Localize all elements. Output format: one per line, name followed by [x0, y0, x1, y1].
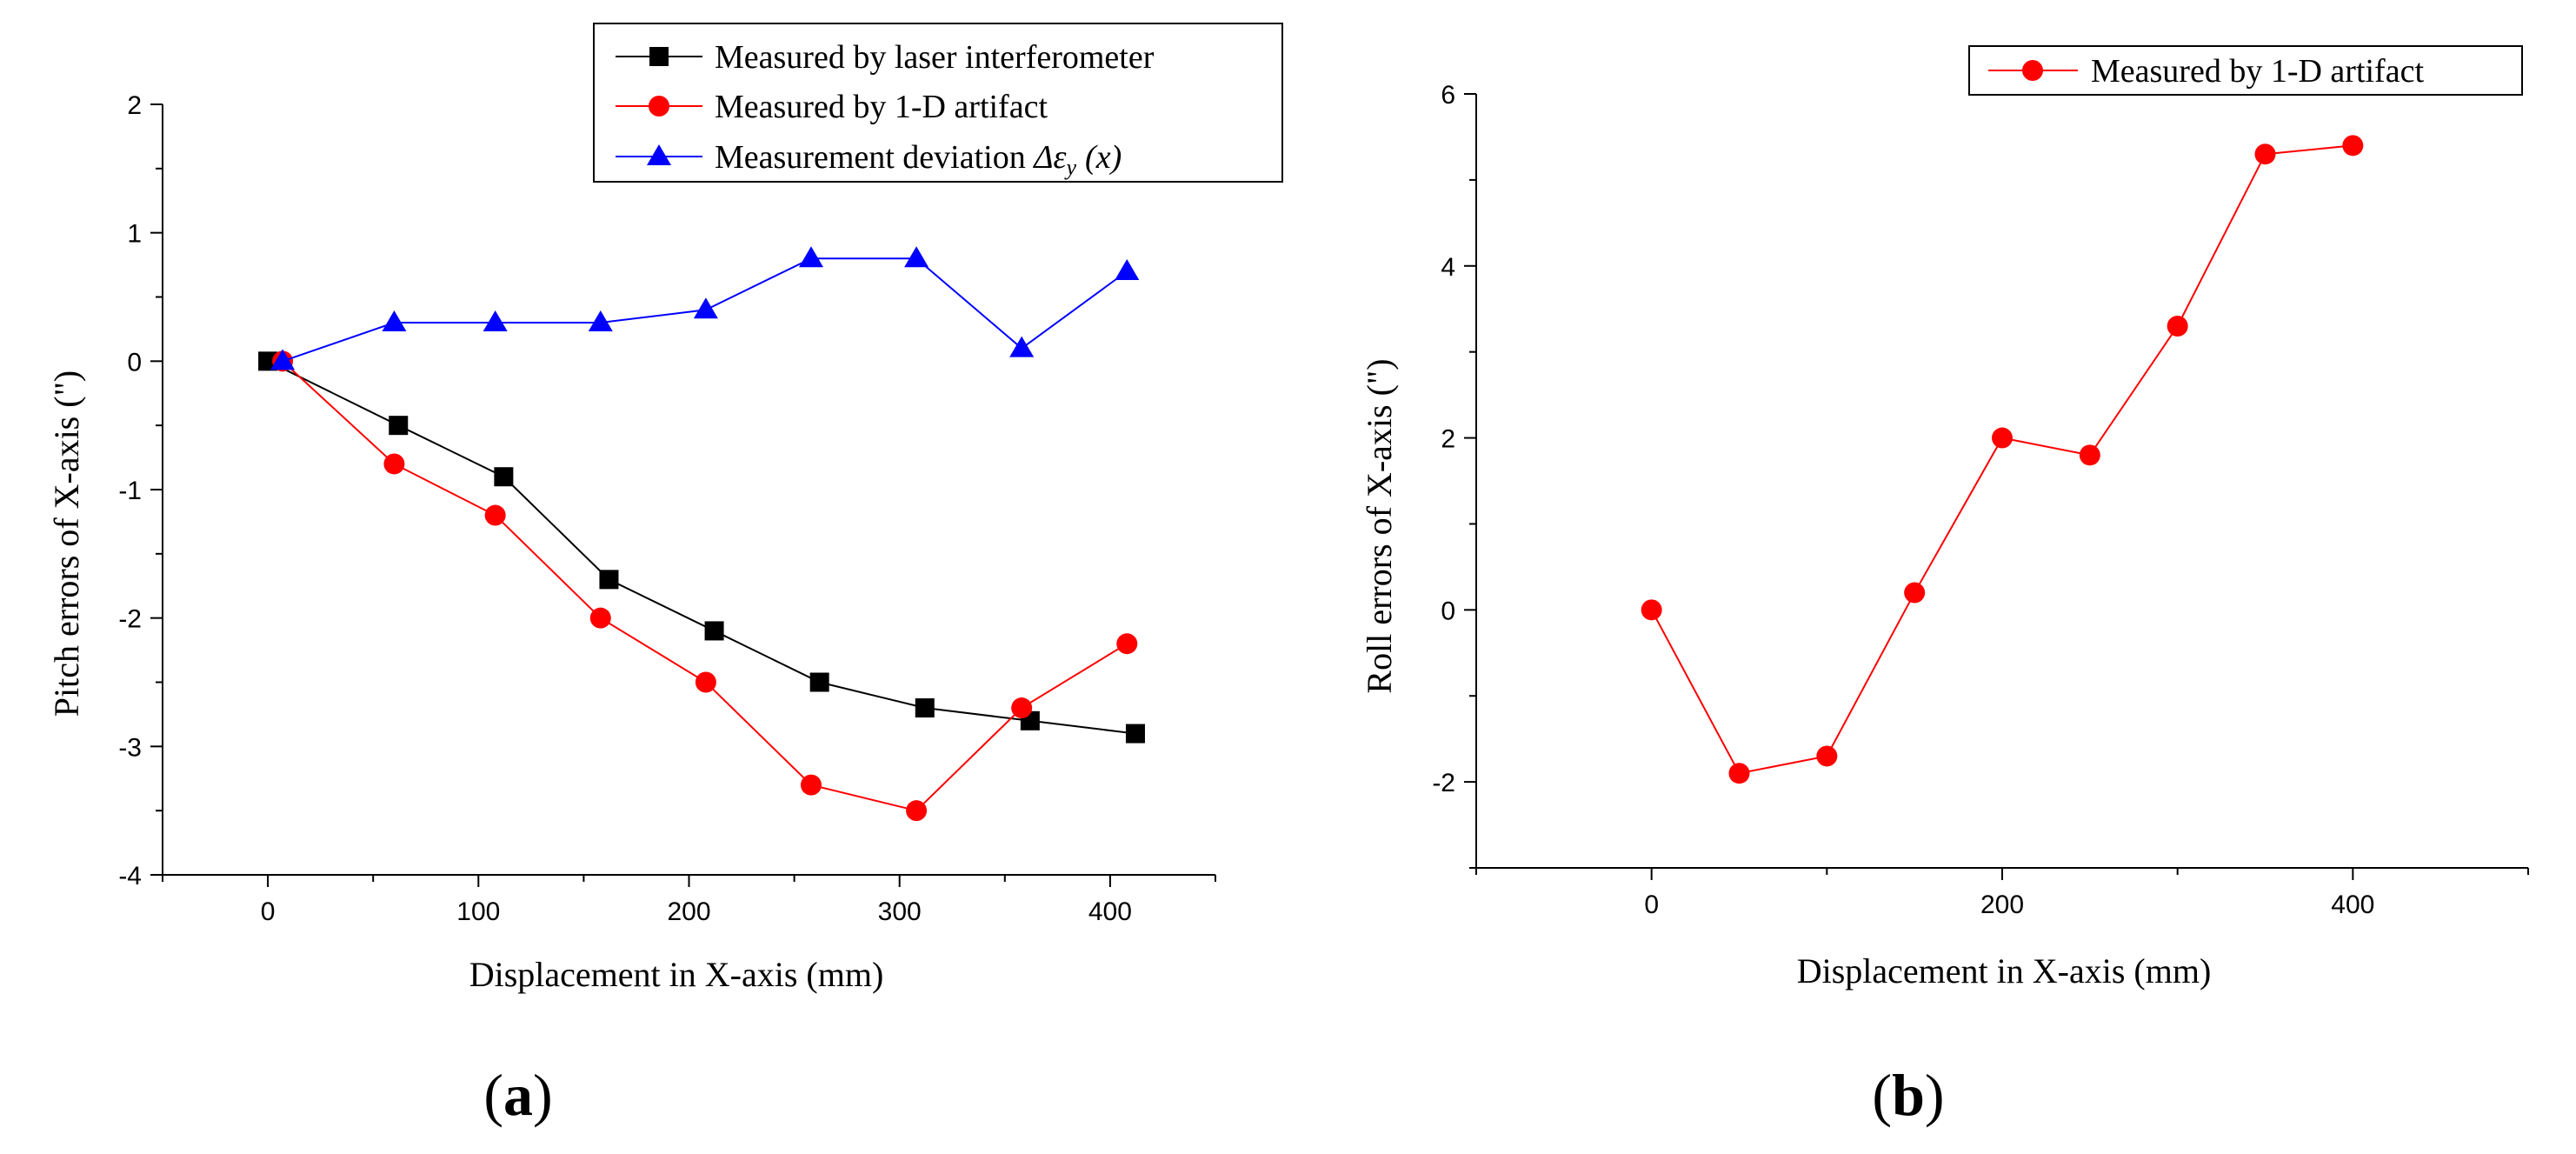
- panel-a-legend-box: [593, 23, 1283, 183]
- y-tick-label: 0: [127, 348, 142, 377]
- series-line-1: [282, 360, 1128, 812]
- data-point: [599, 570, 619, 590]
- x-tick-label: 400: [1088, 897, 1132, 926]
- y-tick-label: -2: [1432, 769, 1455, 797]
- data-point: [915, 698, 935, 718]
- panel-a-y-axis-label: Pitch errors of X-axis ("): [47, 370, 86, 717]
- data-point: [389, 416, 409, 436]
- panel-b-y-axis-label: Roll errors of X-axis ("): [1360, 358, 1399, 693]
- x-tick-label: 100: [456, 897, 500, 926]
- data-point: [483, 310, 508, 332]
- panel-b-legend: Measured by 1-D artifact: [1968, 45, 2523, 96]
- legend-item-laser: Measured by laser interferometer: [616, 39, 1155, 76]
- data-point: [906, 800, 928, 822]
- x-tick-label: 400: [2331, 891, 2374, 919]
- legend-marker-triangle: [647, 144, 671, 165]
- x-tick-label: 200: [1980, 891, 2024, 919]
- y-tick-label: 4: [1441, 253, 1455, 282]
- data-point: [270, 349, 296, 370]
- panel-b-chart: 0 200 400 -2 0 2 4 6 Displacement in X-axis (m…: [1360, 45, 2529, 1128]
- data-point: [1116, 633, 1138, 655]
- panel-a-label: (a): [483, 1062, 552, 1128]
- y-tick-label: 0: [1441, 597, 1455, 625]
- legend-marker-circle-b: [2022, 60, 2043, 81]
- y-tick-label: 2: [127, 91, 142, 120]
- data-point: [494, 467, 514, 487]
- x-tick-label: 300: [878, 897, 922, 926]
- data-point: [1125, 724, 1145, 744]
- y-tick-label: -2: [118, 605, 142, 634]
- panel-b-label: (b): [1872, 1062, 1944, 1128]
- data-point: [258, 351, 278, 371]
- data-point: [1115, 258, 1140, 280]
- legend-label-laser: Measured by laser interferometer: [715, 39, 1155, 76]
- data-point: [382, 310, 407, 332]
- data-point: [1728, 763, 1750, 784]
- y-tick-label: 6: [1441, 81, 1455, 110]
- data-point: [2254, 143, 2276, 165]
- panel-b-x-ticks: 0 200 400: [1475, 868, 2529, 919]
- y-tick-label: 2: [1441, 425, 1455, 454]
- data-point: [383, 453, 405, 475]
- data-point: [693, 297, 718, 319]
- data-point: [704, 621, 724, 641]
- y-tick-label: -4: [118, 862, 142, 891]
- panel-b-y-ticks: -2 0 2 4 6: [1432, 81, 1476, 869]
- data-point: [1641, 599, 1662, 621]
- legend-item-artifact: Measured by 1-D artifact: [616, 89, 1048, 125]
- data-point: [1816, 745, 1838, 767]
- data-point: [589, 607, 611, 629]
- series-line-0: [1650, 144, 2353, 775]
- panel-a-y-ticks: -4 -3 -2 -1 0 1 2: [118, 91, 163, 891]
- panel-a-x-ticks: 0 100 200 300 400: [162, 875, 1216, 926]
- data-point: [588, 310, 613, 332]
- y-tick-label: -1: [118, 477, 142, 505]
- data-point: [2342, 135, 2364, 157]
- panel-a-chart: 0 100 200 300 400 -4 -3 -2 -1 0 1 2 Displacement i…: [47, 23, 1283, 1128]
- legend-marker-circle: [649, 96, 669, 117]
- x-tick-label: 0: [1644, 891, 1659, 919]
- data-point: [695, 671, 716, 693]
- panel-a-series: [258, 246, 1145, 822]
- legend-label-artifact-b: Measured by 1-D artifact: [2091, 53, 2424, 90]
- panel-b-x-axis-label: Displacement in X-axis (mm): [1797, 951, 2212, 991]
- panel-b-series: [1641, 135, 2364, 784]
- data-point: [2167, 316, 2188, 337]
- data-point: [1904, 582, 1926, 604]
- data-point: [1009, 336, 1035, 357]
- y-tick-label: -3: [118, 733, 142, 762]
- data-point: [2079, 444, 2100, 466]
- data-point: [1992, 427, 2013, 449]
- data-point: [484, 504, 506, 526]
- x-tick-label: 200: [667, 897, 710, 926]
- data-point: [904, 246, 929, 268]
- panel-a-legend: Measured by laser interferometer Measure…: [593, 23, 1283, 183]
- legend-label-deviation: Measurement deviation Δεy (x): [715, 139, 1122, 180]
- x-tick-label: 0: [261, 897, 276, 926]
- data-point: [800, 774, 822, 796]
- y-tick-label: 1: [127, 220, 142, 249]
- panel-a-x-axis-label: Displacement in X-axis (mm): [469, 955, 884, 994]
- data-point: [809, 672, 829, 692]
- legend-label-artifact: Measured by 1-D artifact: [715, 89, 1048, 125]
- data-point: [798, 246, 823, 268]
- legend-marker-square: [649, 47, 669, 66]
- legend-item-deviation: Measurement deviation Δεy (x): [616, 139, 1122, 180]
- data-point: [1011, 697, 1033, 719]
